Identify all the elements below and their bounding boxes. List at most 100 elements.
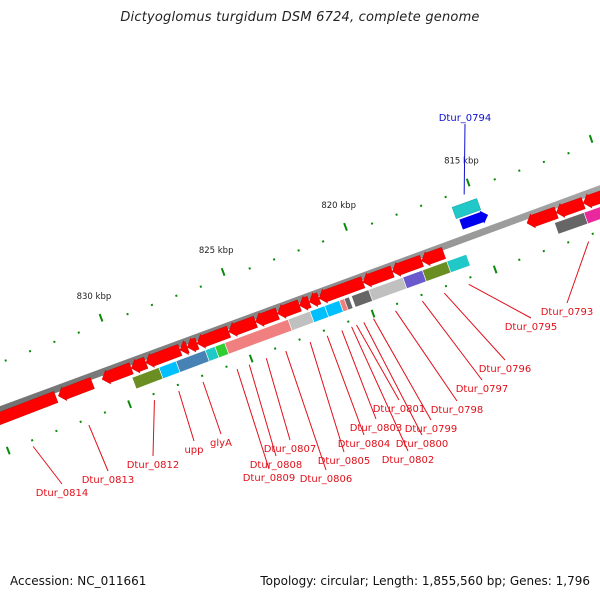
major-tick bbox=[98, 313, 104, 322]
inner-minor-tick bbox=[298, 338, 301, 341]
gene-label[interactable]: Dtur_0797 bbox=[456, 384, 509, 395]
minor-tick bbox=[126, 312, 129, 316]
gene-label[interactable]: Dtur_0803 bbox=[350, 423, 403, 434]
cds-arrow[interactable] bbox=[308, 292, 322, 308]
cds-arrow[interactable] bbox=[196, 325, 232, 349]
gene-label[interactable]: Dtur_0806 bbox=[300, 474, 353, 485]
cds-arrow[interactable] bbox=[187, 337, 200, 353]
outer-feature-track bbox=[451, 198, 489, 230]
inner-minor-tick bbox=[322, 329, 326, 332]
leader-line bbox=[32, 446, 63, 485]
gene-label[interactable]: Dtur_0812 bbox=[127, 460, 180, 471]
gene-label[interactable]: Dtur_0798 bbox=[431, 405, 484, 416]
leader-line bbox=[341, 330, 377, 420]
inner-minor-tick bbox=[591, 232, 595, 235]
gene-label[interactable]: upp bbox=[184, 445, 203, 456]
inner-minor-tick bbox=[566, 241, 570, 244]
scale-label: 825 kbp bbox=[199, 246, 234, 256]
minor-tick bbox=[272, 258, 276, 261]
gene-label[interactable]: Dtur_0795 bbox=[505, 322, 558, 333]
gene-labels: Dtur_0794 Dtur_0793 Dtur_0795 Dtur_0796 Dtur… bbox=[36, 113, 594, 499]
inner-minor-tick bbox=[152, 392, 155, 396]
cds-arrow[interactable] bbox=[228, 315, 258, 337]
scale-label: 830 kbp bbox=[77, 292, 112, 302]
inner-major-tick bbox=[248, 354, 254, 363]
gene-label[interactable]: glyA bbox=[210, 438, 232, 449]
cds-arrow[interactable] bbox=[179, 340, 190, 356]
cds-arrow[interactable] bbox=[362, 265, 395, 288]
cds-arrow[interactable] bbox=[556, 197, 586, 218]
inner-minor-tick bbox=[347, 320, 350, 323]
gene-label[interactable]: Dtur_0814 bbox=[36, 488, 89, 499]
minor-tick bbox=[567, 151, 570, 155]
cds-arrow[interactable] bbox=[583, 190, 600, 209]
cds-arrow[interactable] bbox=[131, 356, 149, 374]
minor-tick bbox=[444, 195, 447, 199]
major-tick bbox=[343, 222, 348, 231]
leader-line bbox=[356, 324, 400, 401]
gene-label[interactable]: Dtur_0799 bbox=[405, 424, 458, 435]
cds-arrow[interactable] bbox=[145, 344, 183, 368]
gene-label[interactable]: Dtur_0804 bbox=[338, 439, 391, 450]
cog-block[interactable] bbox=[350, 289, 373, 308]
cds-track bbox=[0, 190, 600, 429]
minor-tick bbox=[370, 222, 374, 225]
leader-line bbox=[463, 123, 466, 195]
cds-arrow[interactable] bbox=[255, 307, 280, 327]
cog-block[interactable] bbox=[421, 261, 452, 282]
cog-block[interactable] bbox=[554, 212, 589, 235]
cog-block[interactable] bbox=[446, 253, 471, 274]
inner-minor-tick bbox=[469, 276, 472, 279]
gene-label[interactable]: Dtur_0793 bbox=[541, 307, 594, 318]
leader-line bbox=[202, 381, 222, 435]
leader-line bbox=[443, 292, 506, 361]
gene-label[interactable]: Dtur_0800 bbox=[396, 439, 449, 450]
gene-label[interactable]: Dtur_0809 bbox=[243, 473, 296, 484]
major-tick bbox=[465, 178, 471, 187]
inner-minor-tick bbox=[103, 411, 107, 414]
gene-label[interactable]: Dtur_0808 bbox=[250, 460, 303, 471]
gene-label[interactable]: Dtur_0807 bbox=[264, 444, 317, 455]
minor-tick bbox=[518, 169, 521, 172]
leader-line bbox=[236, 368, 270, 470]
leader-line bbox=[395, 310, 458, 402]
minor-tick bbox=[199, 285, 203, 288]
gene-label[interactable]: Dtur_0802 bbox=[382, 455, 435, 466]
gene-label[interactable]: Dtur_0813 bbox=[82, 475, 135, 486]
accession-text: Accession: NC_011661 bbox=[10, 574, 147, 588]
leader-line bbox=[178, 390, 195, 442]
leader-line bbox=[88, 424, 109, 472]
cds-arrow[interactable] bbox=[277, 299, 302, 319]
gene-label[interactable]: Dtur_0796 bbox=[479, 364, 532, 375]
gene-label[interactable]: Dtur_0805 bbox=[318, 456, 371, 467]
inner-minor-tick bbox=[273, 347, 277, 350]
cds-arrow[interactable] bbox=[526, 206, 559, 229]
gene-label[interactable]: Dtur_0801 bbox=[373, 404, 426, 415]
leader-line bbox=[326, 335, 365, 436]
minor-tick bbox=[248, 267, 251, 270]
leader-line bbox=[285, 350, 327, 471]
cds-arrow[interactable] bbox=[392, 254, 424, 277]
cog-block[interactable] bbox=[131, 367, 164, 390]
cds-arrow[interactable] bbox=[299, 295, 312, 311]
cds-arrow[interactable] bbox=[101, 362, 134, 385]
label-leader-lines bbox=[32, 123, 590, 485]
leader-line bbox=[421, 300, 483, 381]
cog-track bbox=[131, 206, 600, 390]
major-tick bbox=[220, 267, 226, 277]
cds-arrow[interactable] bbox=[421, 247, 446, 267]
cds-arrow[interactable] bbox=[0, 391, 59, 429]
gene-label[interactable]: Dtur_0794 bbox=[439, 113, 492, 124]
map-title: Dictyoglomus turgidum DSM 6724, complete… bbox=[120, 10, 480, 25]
cds-arrow[interactable] bbox=[318, 276, 366, 304]
genome-summary-text: Topology: circular; Length: 1,855,560 bp… bbox=[260, 574, 590, 588]
major-tick bbox=[588, 134, 594, 143]
cds-arrow[interactable] bbox=[58, 377, 95, 402]
leader-line bbox=[468, 283, 532, 319]
cds-arrow-dtur-0794[interactable] bbox=[459, 210, 489, 230]
inner-minor-tick bbox=[55, 429, 58, 433]
cog-block-dtur-0794[interactable] bbox=[451, 198, 482, 219]
inner-scale-ticks bbox=[5, 232, 595, 455]
minor-tick bbox=[150, 303, 154, 307]
